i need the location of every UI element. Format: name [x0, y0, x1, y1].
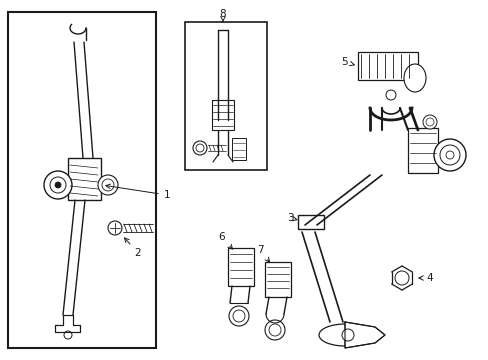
Circle shape — [385, 90, 395, 100]
Text: 5: 5 — [341, 57, 354, 67]
Circle shape — [108, 221, 122, 235]
Bar — [184, 22, 266, 170]
Text: 3: 3 — [286, 213, 296, 223]
Circle shape — [196, 144, 203, 152]
Bar — [231, 138, 245, 160]
Ellipse shape — [318, 324, 370, 346]
Bar — [297, 215, 324, 229]
Text: 4: 4 — [418, 273, 432, 283]
Bar — [68, 158, 101, 200]
Bar — [227, 248, 253, 286]
Circle shape — [64, 331, 72, 339]
Circle shape — [264, 320, 285, 340]
Text: 6: 6 — [218, 232, 232, 249]
Bar — [212, 100, 234, 130]
Circle shape — [341, 329, 353, 341]
Circle shape — [232, 310, 244, 322]
Circle shape — [55, 182, 61, 188]
Circle shape — [102, 179, 114, 191]
Circle shape — [44, 171, 72, 199]
Text: 8: 8 — [219, 9, 226, 22]
Polygon shape — [55, 315, 80, 332]
Circle shape — [425, 118, 433, 126]
Bar — [357, 52, 417, 80]
Circle shape — [268, 324, 281, 336]
Circle shape — [422, 115, 436, 129]
Circle shape — [228, 306, 248, 326]
Bar — [407, 128, 437, 173]
Ellipse shape — [403, 64, 425, 92]
Circle shape — [439, 145, 459, 165]
Circle shape — [433, 139, 465, 171]
Circle shape — [98, 175, 118, 195]
Polygon shape — [345, 322, 384, 348]
Text: 2: 2 — [124, 238, 141, 258]
Circle shape — [193, 141, 206, 155]
Text: 7: 7 — [256, 245, 269, 262]
Bar — [264, 262, 290, 297]
Circle shape — [445, 151, 453, 159]
Bar — [8, 12, 156, 348]
Circle shape — [394, 271, 408, 285]
Circle shape — [50, 177, 66, 193]
Text: 1: 1 — [105, 184, 170, 200]
